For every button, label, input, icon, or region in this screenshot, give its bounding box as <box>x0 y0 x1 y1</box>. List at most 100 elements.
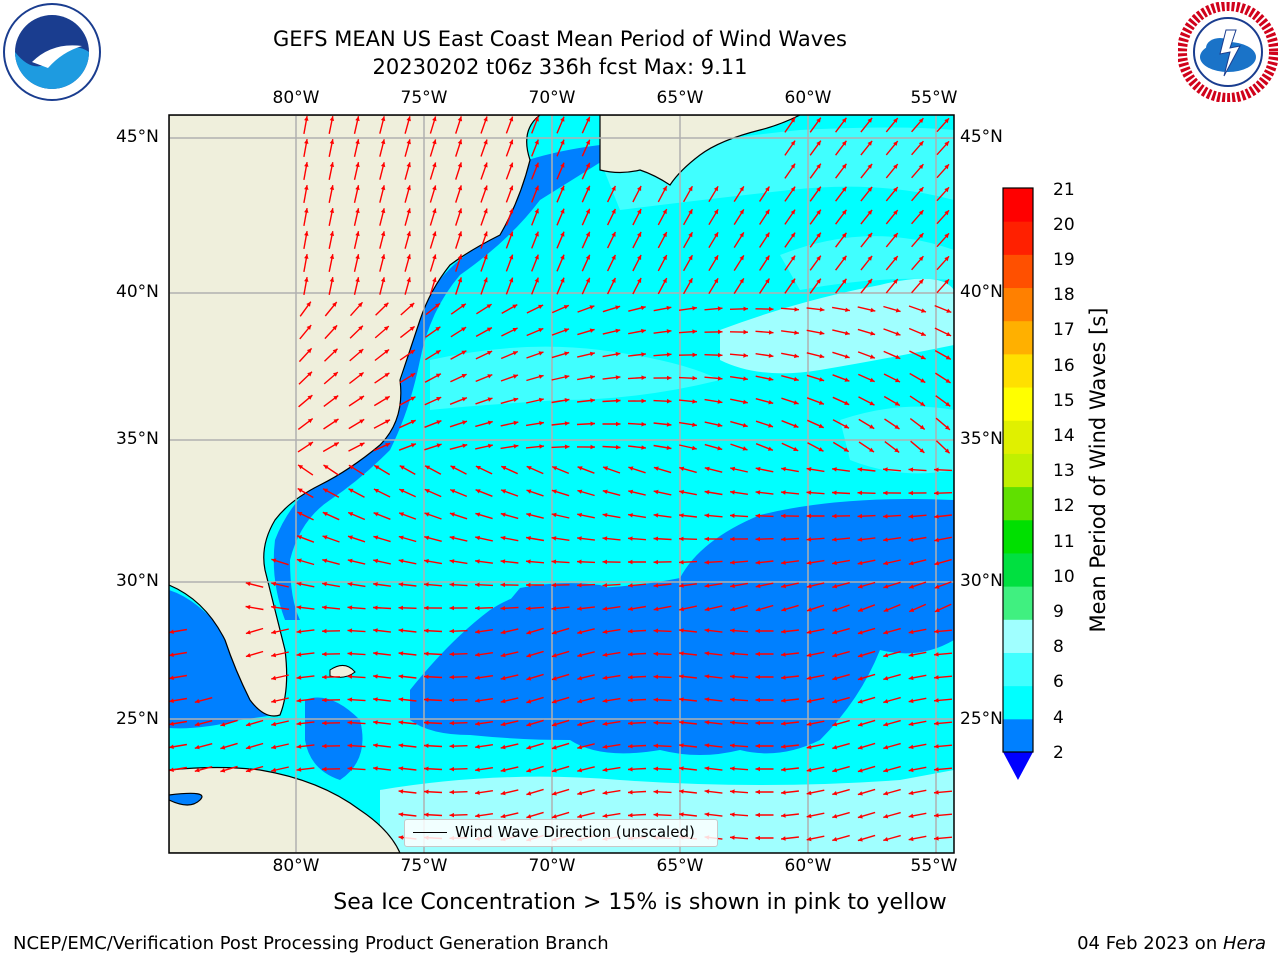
wave-direction-arrowhead <box>589 328 595 333</box>
wave-direction-arrowhead <box>333 372 338 377</box>
wave-direction-arrowhead <box>717 376 723 381</box>
wave-direction-arrowhead <box>730 812 735 817</box>
wave-direction-arrowhead <box>322 558 328 563</box>
wave-direction-arrowhead <box>297 488 303 493</box>
wave-direction-arrowhead <box>436 443 442 448</box>
wave-direction-arrowhead <box>424 697 429 702</box>
wave-direction-arrowhead <box>918 233 924 238</box>
wave-direction-arrowhead <box>679 606 684 612</box>
wave-direction-arrowhead <box>628 606 633 611</box>
wave-direction-arrowhead <box>883 768 889 773</box>
wave-direction-arrowhead <box>666 305 672 311</box>
wave-direction-arrowhead <box>793 376 799 382</box>
wave-direction-arrowhead <box>944 118 949 124</box>
wave-direction-arrowhead <box>432 208 437 214</box>
wave-direction-arrowhead <box>245 630 251 635</box>
wave-direction-arrowhead <box>704 812 710 817</box>
wave-direction-arrowhead <box>832 745 838 750</box>
wave-direction-arrowhead <box>918 118 924 123</box>
wave-direction-arrowhead <box>398 558 404 564</box>
wave-direction-arrowhead <box>424 605 429 611</box>
wave-direction-arrowhead <box>245 722 251 727</box>
wave-direction-arrowhead <box>475 489 481 494</box>
period-patch-light <box>720 278 954 374</box>
wave-direction-arrowhead <box>688 255 693 261</box>
wave-direction-arrowhead <box>602 675 608 680</box>
wave-direction-arrowhead <box>908 675 914 681</box>
wave-direction-arrowhead <box>373 558 379 564</box>
wave-direction-arrowhead <box>755 766 760 772</box>
wave-direction-arrowhead <box>883 630 889 635</box>
wave-direction-arrowhead <box>717 399 723 404</box>
wave-direction-arrowhead <box>424 582 429 587</box>
wave-direction-arrowhead <box>857 513 863 519</box>
wave-direction-arrowhead <box>398 812 404 817</box>
wave-direction-arrowhead <box>790 232 796 238</box>
wave-direction-arrowhead <box>730 697 735 702</box>
footer-machine: Hera <box>1222 933 1266 954</box>
wave-direction-arrowhead <box>844 424 849 429</box>
wave-direction-arrowhead <box>534 162 539 168</box>
wave-direction-arrowhead <box>297 512 303 517</box>
colorbar-tick-label: 18 <box>1053 285 1075 305</box>
wave-direction-arrowhead <box>329 208 335 213</box>
wave-direction-arrowhead <box>577 559 582 565</box>
wave-direction-arrowhead <box>551 512 557 518</box>
footer-credit: NCEP/EMC/Verification Post Processing Pr… <box>13 933 609 954</box>
wave-direction-arrowhead <box>486 327 492 332</box>
colorbar <box>1002 187 1034 780</box>
wave-direction-arrowhead <box>867 278 873 284</box>
wave-direction-arrowhead <box>739 209 744 215</box>
wave-direction-arrowhead <box>348 512 354 517</box>
wave-direction-arrowhead <box>755 536 760 542</box>
wave-direction-arrowhead <box>271 744 277 750</box>
wave-direction-arrowhead <box>806 744 812 750</box>
wave-direction-arrowhead <box>908 629 914 635</box>
wave-direction-arrowhead <box>730 560 735 565</box>
period-patch-mid <box>430 346 720 410</box>
wave-direction-arrowhead <box>322 674 327 680</box>
wave-direction-arrowhead <box>641 398 646 404</box>
wave-direction-arrowhead <box>704 536 709 542</box>
wave-direction-arrowhead <box>768 330 774 335</box>
wave-direction-arrowhead <box>662 209 667 215</box>
wave-direction-arrowhead <box>857 467 863 472</box>
wave-direction-arrowhead <box>410 420 416 425</box>
wave-direction-arrowhead <box>653 489 659 495</box>
wave-direction-arrowhead <box>585 139 590 145</box>
wave-direction-arrowhead <box>816 186 821 192</box>
wind-wave-vectors <box>169 115 953 842</box>
wave-direction-arrowhead <box>755 607 761 612</box>
wave-direction-arrowhead <box>500 582 505 588</box>
wave-direction-arrowhead <box>380 277 386 283</box>
wave-direction-arrowhead <box>918 256 924 261</box>
wave-direction-arrowhead <box>832 722 838 727</box>
wave-direction-arrowhead <box>329 116 335 121</box>
wave-direction-arrowhead <box>908 490 913 496</box>
wave-direction-arrowhead <box>679 489 684 495</box>
wave-direction-arrowhead <box>322 535 328 540</box>
wave-direction-arrowhead <box>373 674 378 679</box>
wave-direction-arrowhead <box>713 186 719 192</box>
colorbar-tick-label: 16 <box>1053 356 1075 376</box>
wave-direction-arrowhead <box>406 231 411 237</box>
wave-direction-arrowhead <box>870 307 876 313</box>
wave-direction-arrowhead <box>585 116 590 122</box>
wave-direction-arrowhead <box>641 422 646 427</box>
wave-direction-arrowhead <box>895 331 901 336</box>
wave-direction-arrowhead <box>944 448 950 454</box>
wave-direction-arrowhead <box>790 209 796 215</box>
wave-direction-arrowhead <box>934 584 940 589</box>
wave-direction-arrowhead <box>895 378 900 383</box>
wave-direction-arrowhead <box>384 349 390 354</box>
wave-direction-arrowhead <box>271 581 277 587</box>
wave-direction-arrowhead <box>560 139 565 145</box>
wave-direction-arrowhead <box>373 697 378 702</box>
wave-direction-arrowhead <box>577 721 583 727</box>
wave-direction-arrowhead <box>500 813 506 819</box>
wave-direction-arrowhead <box>704 697 710 702</box>
wave-direction-arrowhead <box>509 139 514 145</box>
wave-direction-arrowhead <box>347 766 353 771</box>
wave-direction-arrowhead <box>399 489 405 494</box>
wave-direction-arrowhead <box>304 208 309 213</box>
